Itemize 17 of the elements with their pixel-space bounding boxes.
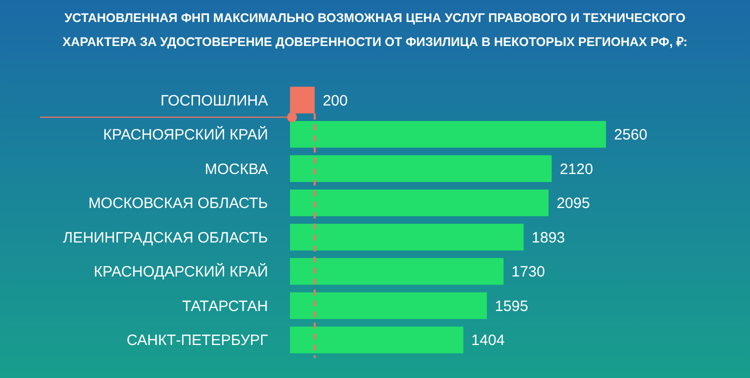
data-label: 1893 [532, 229, 566, 246]
y-tick-label: МОСКВА [204, 160, 268, 178]
data-label: 1404 [471, 332, 505, 350]
data-label: 2095 [556, 195, 590, 212]
data-label: 2560 [614, 126, 648, 144]
y-tick-label: КРАСНОЯРСКИЙ КРАЙ [103, 126, 268, 144]
data-label: 1730 [512, 264, 545, 281]
y-tick-label: МОСКОВСКАЯ ОБЛАСТЬ [88, 195, 268, 212]
y-tick-label: ТАТАРСТАН [182, 298, 268, 315]
data-label: 200 [322, 92, 348, 110]
data-label: 1595 [494, 298, 528, 315]
y-tick-label: САНКТ-ПЕТЕРБУРГ [126, 332, 268, 350]
y-tick-label: ГОСПОШЛИНА [160, 92, 268, 110]
y-tick-label: ЛЕНИНГРАДСКАЯ ОБЛАСТЬ [62, 229, 268, 246]
data-label: 2120 [560, 160, 594, 178]
chart-title: УСТАНОВЛЕННАЯ ФНП МАКСИМАЛЬНО ВОЗМОЖНАЯ ЦЕНА УСЛУГ ПРАВОВОГО И ТЕХНИЧЕСКОГО ХАРАКТЕРА ЗА УДОСТОВЕРЕНИЕ ДОВЕРЕННОСТИ ОТ ФИЗИЛИЦА В НЕКОТОРЫХ РЕГИОНАХ РФ, ₽: [62, 11, 688, 49]
y-tick-label: КРАСНОДАРСКИЙ КРАЙ [94, 262, 268, 281]
